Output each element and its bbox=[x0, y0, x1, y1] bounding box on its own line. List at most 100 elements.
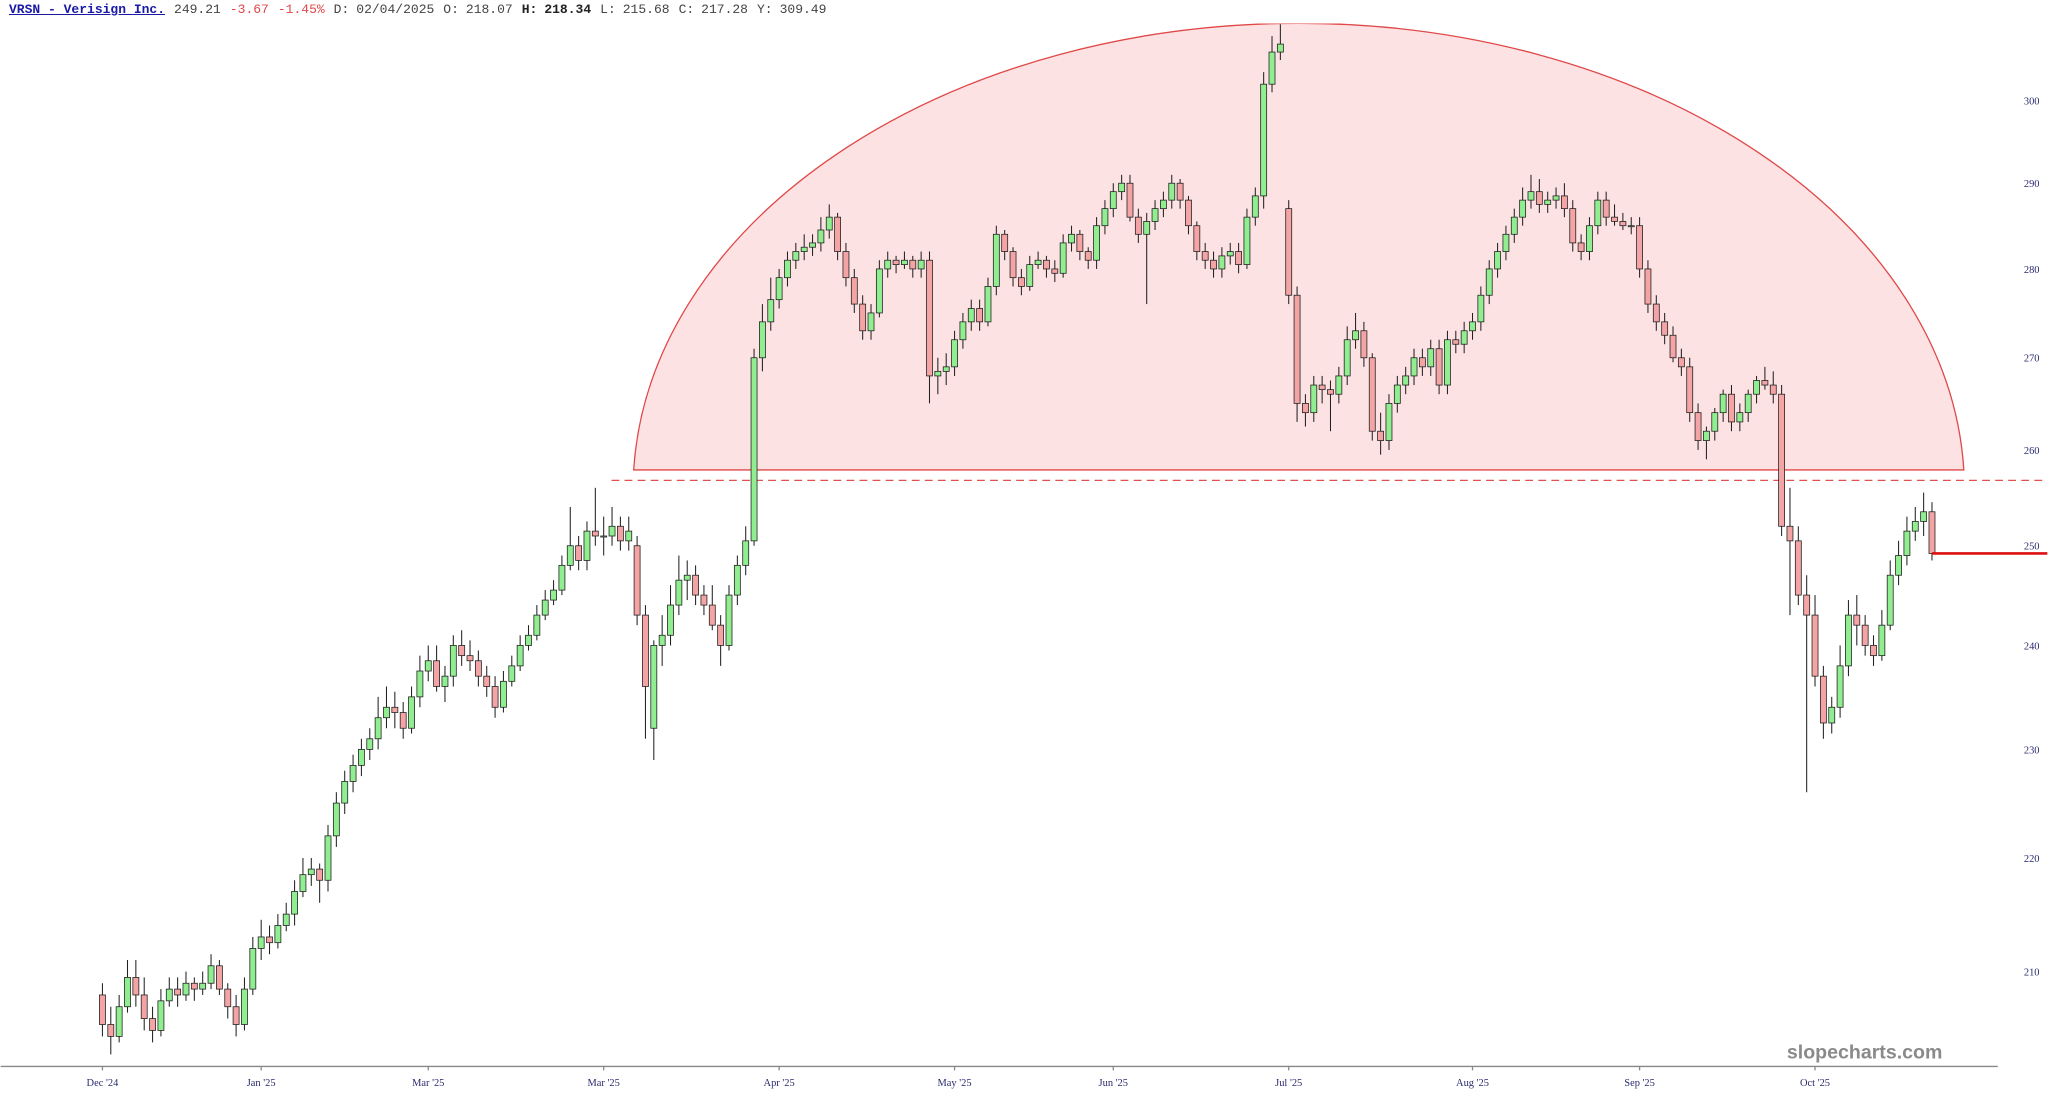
candle-body bbox=[1251, 195, 1259, 218]
candle-body bbox=[800, 246, 808, 252]
candle-body bbox=[1485, 268, 1493, 296]
candle-body bbox=[825, 216, 833, 231]
candle-body bbox=[1101, 208, 1109, 227]
candle-body bbox=[1619, 221, 1627, 227]
candle-body bbox=[1076, 233, 1084, 252]
readout-item: C: 217.28 bbox=[679, 2, 748, 17]
candle-body bbox=[140, 994, 148, 1019]
x-tick-label: Sep '25 bbox=[1624, 1078, 1655, 1089]
candle-body bbox=[1051, 268, 1059, 274]
candle-body bbox=[675, 579, 683, 606]
candle-body bbox=[500, 680, 507, 708]
candle-body bbox=[1611, 216, 1618, 222]
candle-body bbox=[1310, 384, 1318, 414]
candle-body bbox=[282, 913, 290, 926]
candle-body bbox=[107, 1024, 115, 1037]
x-tick-label: Mar '25 bbox=[412, 1078, 444, 1089]
candle-body bbox=[892, 259, 900, 265]
candle-body bbox=[667, 604, 674, 636]
candle-body bbox=[1828, 706, 1836, 724]
candle-body bbox=[1226, 251, 1234, 257]
candle-body bbox=[466, 655, 474, 662]
candle-body bbox=[767, 299, 775, 323]
candle-body bbox=[1469, 321, 1476, 332]
candle-body bbox=[725, 594, 733, 646]
candle-body bbox=[1385, 403, 1393, 441]
readout-item: D: 02/04/2025 bbox=[334, 2, 435, 17]
candle-body bbox=[516, 645, 524, 667]
candle-body bbox=[1686, 366, 1694, 414]
candle-body bbox=[992, 233, 1000, 287]
candle-body bbox=[1761, 380, 1769, 386]
candle-body bbox=[1811, 614, 1819, 677]
candle-body bbox=[424, 660, 432, 672]
candle-body bbox=[391, 706, 399, 713]
candle-body bbox=[366, 738, 374, 750]
candle-body bbox=[441, 675, 449, 687]
candle-body bbox=[1143, 221, 1151, 235]
candle-body bbox=[383, 706, 390, 719]
candle-body bbox=[1845, 614, 1852, 667]
candle-body bbox=[575, 545, 583, 561]
candle-body bbox=[232, 1006, 240, 1025]
symbol[interactable]: VRSN - Verisign Inc. bbox=[9, 2, 166, 17]
candle-body bbox=[1285, 208, 1293, 296]
candle-body bbox=[274, 925, 282, 944]
header: VRSN - Verisign Inc. 249.21 -3.67 -1.45%… bbox=[9, 2, 826, 17]
candle-body bbox=[742, 540, 750, 566]
candle-body bbox=[1644, 268, 1652, 305]
candle-body bbox=[224, 988, 232, 1008]
candles bbox=[99, 24, 1936, 1055]
candle-body bbox=[1001, 233, 1009, 252]
candle-body bbox=[1636, 225, 1643, 270]
candle-body bbox=[1544, 199, 1552, 205]
candle-body bbox=[1736, 412, 1744, 423]
candle-body bbox=[1778, 393, 1786, 527]
candle-body bbox=[207, 965, 215, 984]
candle-body bbox=[650, 645, 658, 729]
candle-body bbox=[1201, 251, 1209, 261]
candle-body bbox=[525, 634, 532, 646]
candle-body bbox=[1535, 191, 1543, 205]
arc-drawing bbox=[633, 23, 1965, 471]
last-price: 249.21 bbox=[174, 2, 221, 17]
candle-body bbox=[1343, 339, 1351, 377]
y-tick-label: 230 bbox=[2024, 745, 2040, 756]
candle-body bbox=[1059, 242, 1067, 274]
x-tick-label: May '25 bbox=[938, 1078, 972, 1089]
candle-body bbox=[750, 357, 758, 542]
candle-body bbox=[1861, 624, 1869, 646]
candle-body bbox=[917, 259, 925, 270]
candle-body bbox=[558, 564, 566, 591]
drawings bbox=[611, 23, 2048, 482]
y-tick-label: 260 bbox=[2024, 446, 2040, 457]
readout-item: Y: 309.49 bbox=[757, 2, 826, 17]
candle-body bbox=[625, 530, 633, 542]
candle-body bbox=[834, 216, 841, 252]
candle-body bbox=[257, 936, 265, 949]
candle-body bbox=[984, 286, 992, 323]
candle-body bbox=[1276, 43, 1284, 53]
candle-body bbox=[508, 665, 516, 682]
candle-body bbox=[583, 530, 591, 561]
readout-item: O: 218.07 bbox=[443, 2, 512, 17]
candle-body bbox=[1302, 403, 1309, 414]
candle-body bbox=[642, 614, 649, 687]
candle-body bbox=[408, 696, 415, 729]
readout-value: 218.34 bbox=[544, 2, 592, 17]
candle-body bbox=[266, 936, 273, 944]
candle-body bbox=[1928, 511, 1936, 554]
candle-body bbox=[1477, 294, 1485, 323]
candle-body bbox=[1009, 251, 1017, 279]
candle-body bbox=[1168, 182, 1176, 201]
candle-body bbox=[1418, 357, 1426, 368]
candle-body bbox=[1669, 334, 1677, 359]
candle-body bbox=[600, 535, 608, 538]
x-tick-label: Apr '25 bbox=[764, 1078, 795, 1089]
readout-label: Y: bbox=[756, 2, 773, 17]
candle-body bbox=[1176, 182, 1184, 201]
candle-body bbox=[1134, 216, 1142, 235]
candle-body bbox=[692, 574, 699, 596]
candle-body bbox=[1803, 594, 1811, 616]
candle-body bbox=[1435, 348, 1443, 386]
